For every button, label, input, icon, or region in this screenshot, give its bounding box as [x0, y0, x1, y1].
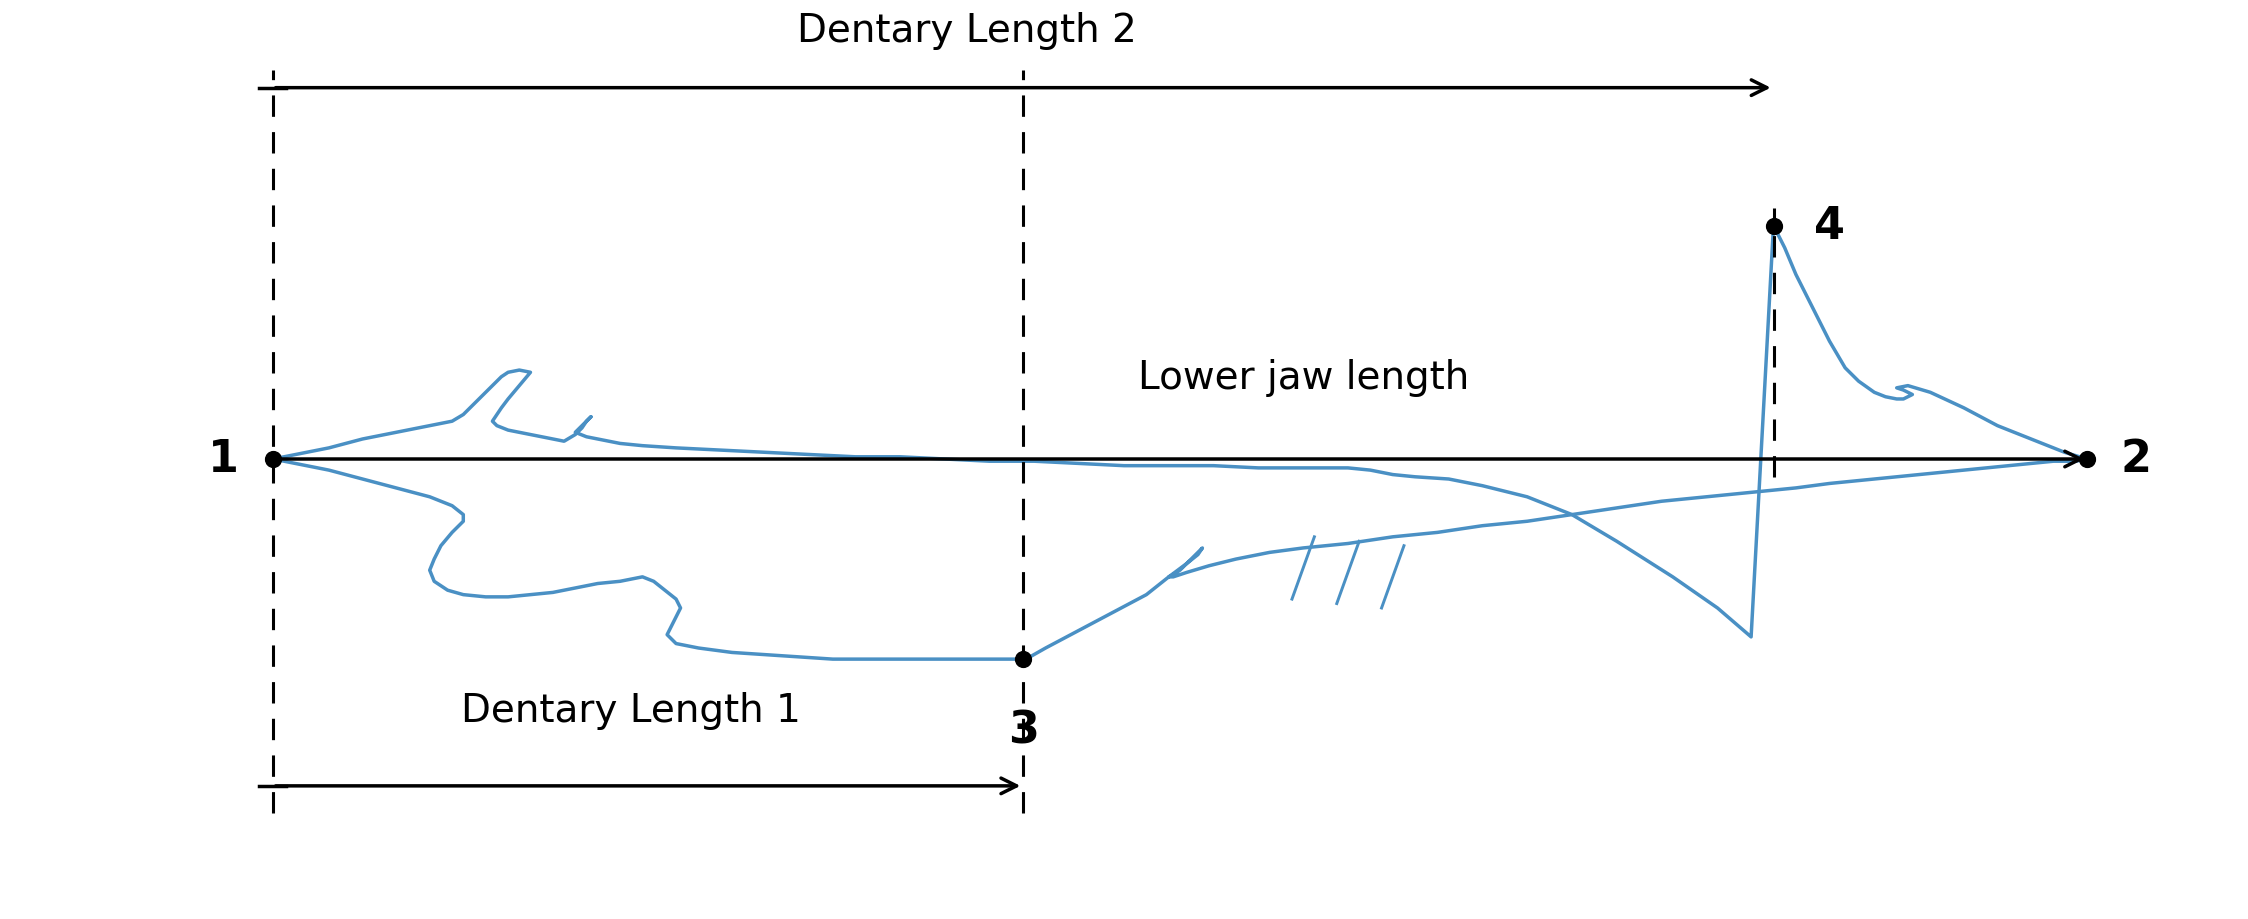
Text: Lower jaw length: Lower jaw length	[1137, 358, 1468, 396]
Text: 2: 2	[2120, 438, 2151, 481]
Text: 3: 3	[1007, 709, 1039, 751]
Text: Dentary Length 1: Dentary Length 1	[461, 691, 800, 730]
Text: 4: 4	[1814, 205, 1846, 248]
Point	[1005, 652, 1041, 667]
Point	[2068, 452, 2104, 467]
Point	[254, 452, 290, 467]
Text: Dentary Length 2: Dentary Length 2	[798, 12, 1137, 50]
Point	[1756, 219, 1792, 233]
Text: 1: 1	[209, 438, 238, 481]
